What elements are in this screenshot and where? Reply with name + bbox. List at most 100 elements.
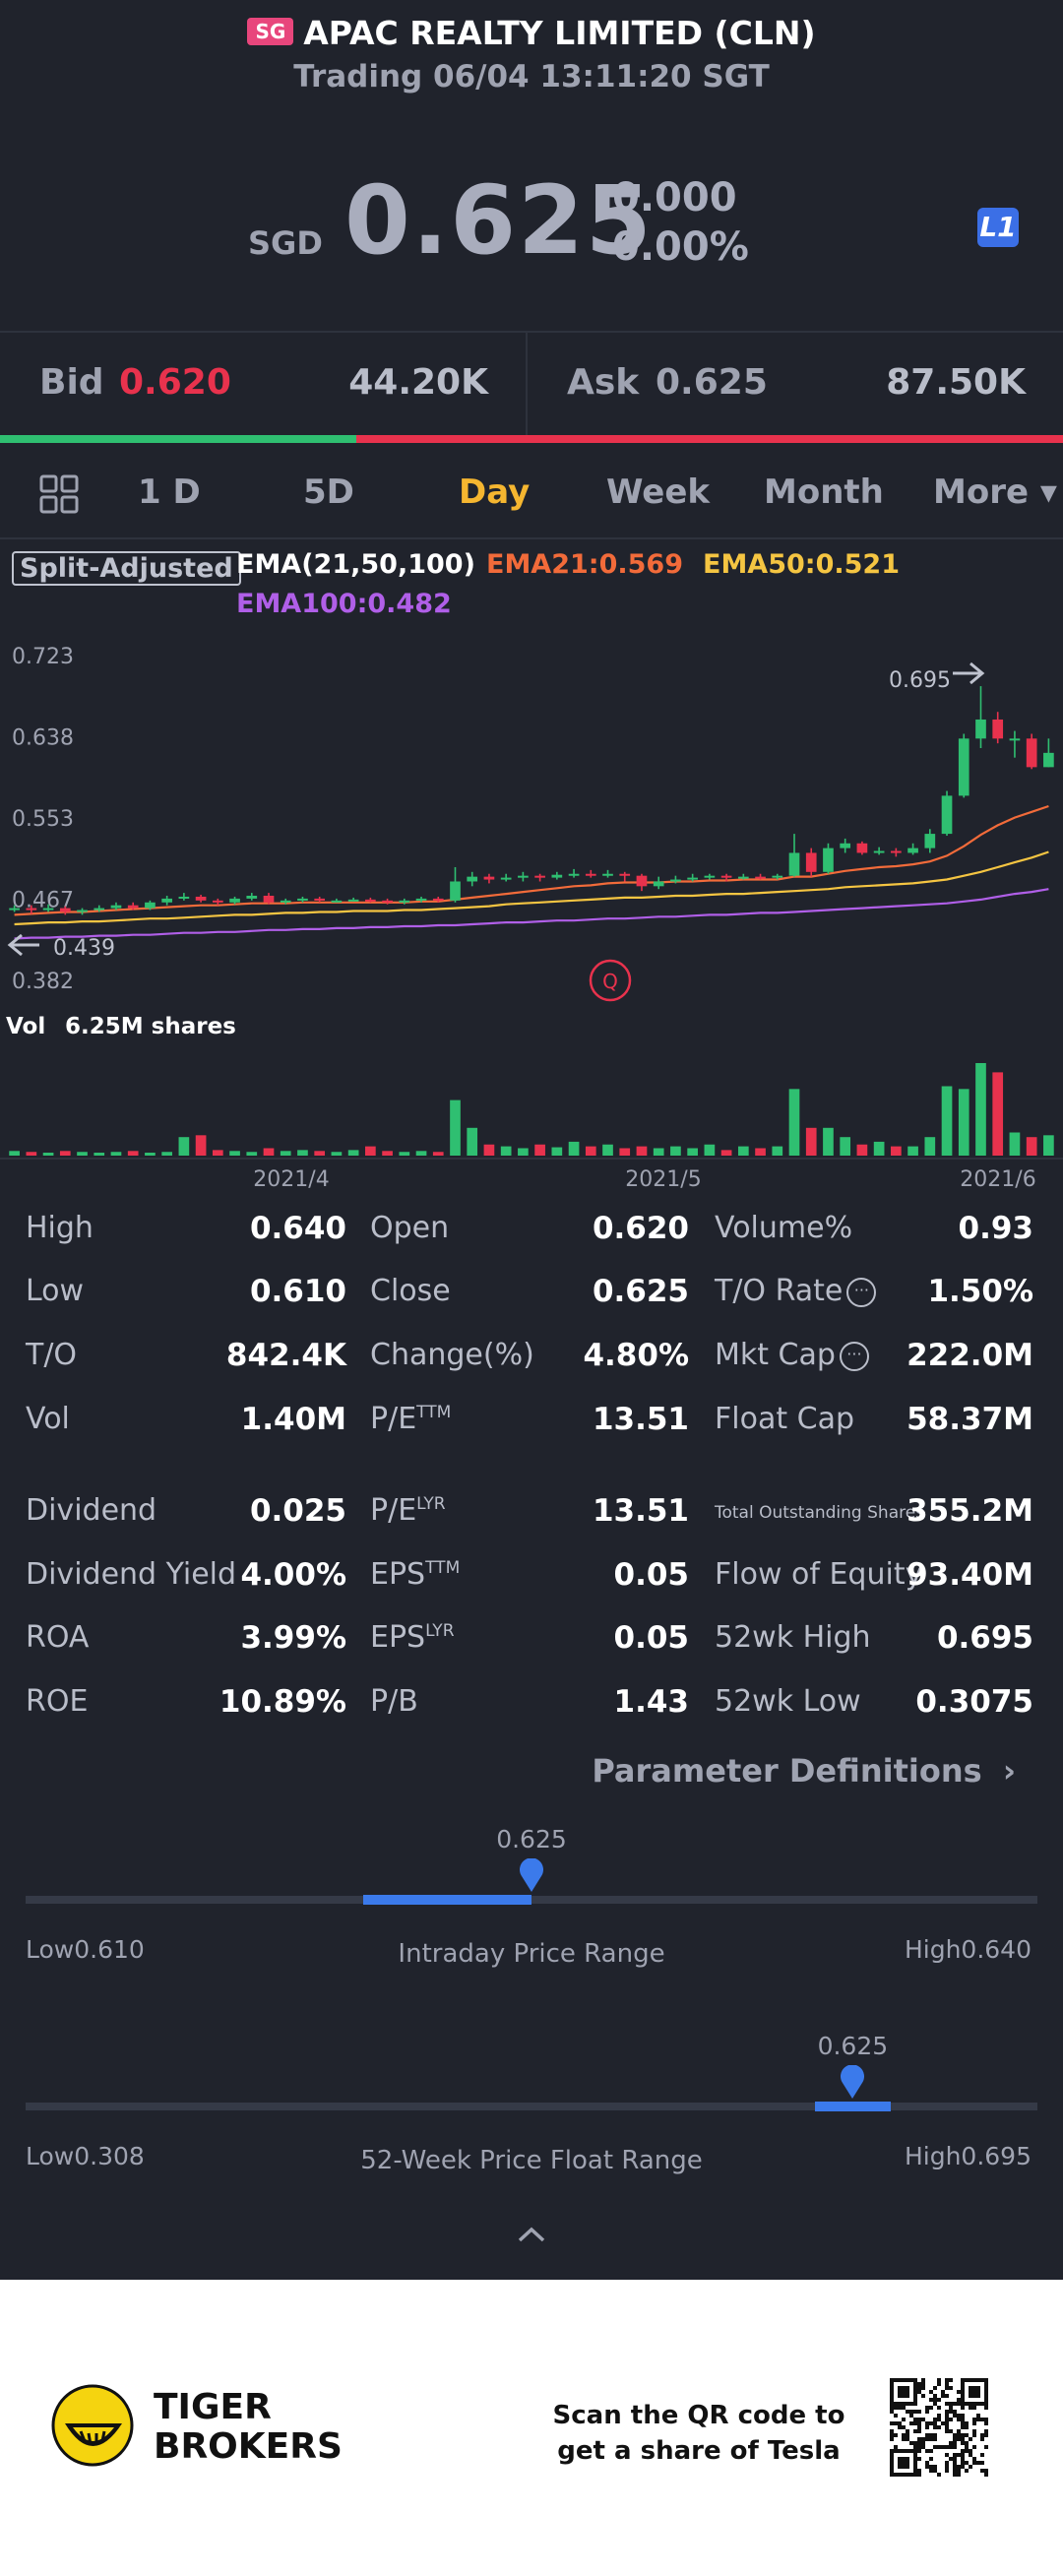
stat-label: EPSTTM [370, 1557, 460, 1592]
qr-module [902, 2386, 906, 2390]
qr-module [933, 2465, 937, 2469]
tab-day[interactable]: Day [459, 472, 531, 512]
qr-module [949, 2386, 953, 2390]
qr-module [913, 2473, 917, 2477]
qr-module [984, 2473, 988, 2477]
week52-range: 0.625 Low0.308 52-Week Price Float Range… [0, 2028, 1063, 2175]
qr-module [933, 2386, 937, 2390]
stat-label[interactable]: Mkt Cap ··· [715, 1338, 869, 1372]
qr-module [961, 2461, 965, 2465]
candle-body [924, 834, 936, 848]
chart-high-marker: 0.695 [889, 668, 951, 693]
qr-module [976, 2461, 980, 2465]
candle-body [280, 900, 291, 903]
candle [737, 873, 749, 880]
intraday-low-label: Low0.610 [26, 1935, 145, 1964]
volume-bar [331, 1152, 343, 1156]
volume-bar [992, 1072, 1004, 1156]
tab-more[interactable]: More ▾ [933, 472, 1057, 512]
layout-grid-icon[interactable] [39, 474, 79, 514]
ema100-legend: EMA100:0.482 [236, 589, 452, 619]
split-adjusted-toggle[interactable]: Split-Adjusted [12, 551, 241, 586]
qr-code-icon[interactable] [890, 2378, 988, 2477]
stat-value: 0.025 [249, 1493, 346, 1529]
qr-module [925, 2410, 929, 2414]
chevron-up-icon[interactable] [516, 2223, 547, 2246]
volume-bar [110, 1152, 122, 1156]
qr-module [945, 2382, 949, 2386]
qr-module [945, 2425, 949, 2429]
qr-module [957, 2433, 961, 2437]
qr-module [957, 2469, 961, 2473]
week52-title: 52-Week Price Float Range [360, 2146, 703, 2175]
qr-module [890, 2433, 894, 2437]
info-icon[interactable]: ··· [846, 1277, 877, 1307]
bid-ask-separator [526, 333, 528, 439]
candle [602, 869, 613, 878]
qr-module [941, 2394, 945, 2398]
candle [195, 895, 207, 903]
qr-module [898, 2394, 902, 2398]
qr-module [961, 2414, 965, 2418]
qr-module [902, 2437, 906, 2441]
qr-module [965, 2433, 969, 2437]
qr-module [925, 2421, 929, 2425]
volume-bar [568, 1141, 580, 1156]
candle-body [823, 848, 834, 872]
brand-name: TIGER BROKERS [154, 2388, 343, 2467]
qr-module [902, 2390, 906, 2394]
volume-bar [958, 1089, 969, 1156]
info-icon[interactable]: ··· [839, 1341, 869, 1371]
candle [941, 790, 953, 837]
parameter-definitions-label: Parameter Definitions [592, 1752, 982, 1790]
candle-body [26, 908, 37, 911]
x-tick-label: 2021/6 [960, 1167, 1035, 1191]
stat-value: 1.43 [613, 1684, 690, 1720]
event-marker-icon[interactable] [589, 959, 632, 1002]
tab-1d[interactable]: 1 D [138, 472, 201, 512]
candle [246, 893, 258, 901]
qr-module [894, 2402, 898, 2406]
ask-price: 0.625 [656, 362, 768, 403]
qr-module [980, 2453, 984, 2457]
stat-label[interactable]: T/O Rate ··· [715, 1274, 877, 1308]
qr-module [969, 2465, 972, 2469]
candle [365, 897, 376, 903]
volume-bar [788, 1089, 800, 1156]
tab-week[interactable]: Week [606, 472, 711, 512]
stat-label: Dividend Yield [26, 1557, 236, 1592]
stat-label-suffix: TTM [416, 1403, 452, 1422]
candle-body [77, 910, 88, 912]
qr-module [898, 2465, 902, 2469]
qr-module [929, 2457, 933, 2461]
volume-bar [59, 1151, 71, 1156]
qr-module [902, 2418, 906, 2421]
volume-bar [534, 1144, 545, 1156]
candle-body [568, 873, 580, 876]
qr-module [890, 2449, 894, 2453]
qr-module [961, 2453, 965, 2457]
candle [1026, 733, 1037, 770]
candle-body [805, 852, 817, 872]
divider [0, 331, 1063, 333]
intraday-range: 0.625 Low0.610 Intraday Price Range High… [0, 1821, 1063, 1969]
arrow-left-icon [7, 933, 39, 957]
qr-module [976, 2386, 980, 2390]
volume-bar [212, 1150, 223, 1156]
qr-module [984, 2418, 988, 2421]
ema100-line [14, 888, 1049, 940]
level1-badge[interactable]: L1 [977, 208, 1019, 247]
candle-body [585, 873, 596, 876]
tab-5d[interactable]: 5D [303, 472, 354, 512]
volume-bar [670, 1146, 681, 1156]
candle-body [975, 719, 986, 739]
tab-month[interactable]: Month [764, 472, 884, 512]
qr-module [921, 2445, 925, 2449]
ema21-legend: EMA21:0.569 [486, 549, 683, 580]
qr-module [933, 2402, 937, 2406]
parameter-definitions-link[interactable]: Parameter Definitions › [592, 1752, 1016, 1790]
qr-module [913, 2386, 917, 2390]
qr-module [890, 2402, 894, 2406]
qr-module [972, 2402, 976, 2406]
